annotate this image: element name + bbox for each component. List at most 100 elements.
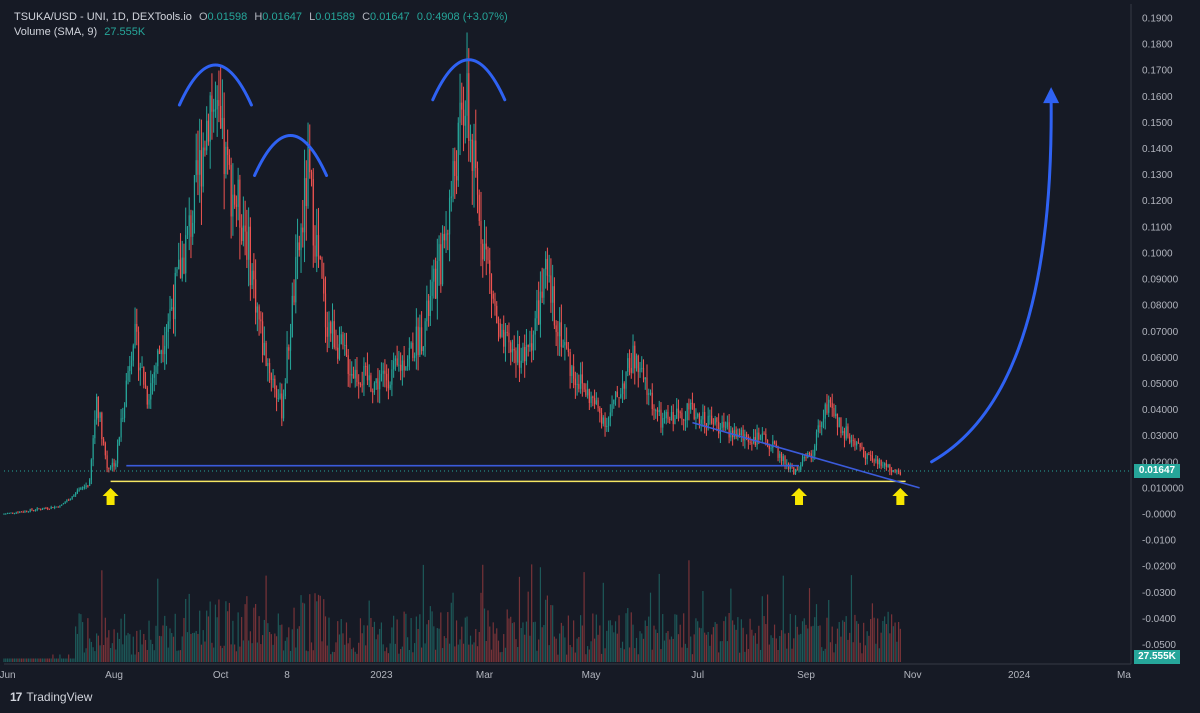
- candle-body: [193, 175, 196, 223]
- volume-bar: [786, 648, 788, 662]
- candle-body: [520, 360, 522, 368]
- candle-body: [323, 278, 325, 294]
- volume-bar: [427, 620, 430, 662]
- volume-label[interactable]: Volume (SMA, 9): [14, 26, 98, 38]
- volume-bar: [758, 625, 760, 662]
- volume-bar: [773, 624, 776, 662]
- volume-bar: [539, 567, 542, 662]
- volume-bar: [137, 652, 140, 662]
- volume-bar: [552, 605, 554, 662]
- volume-bar: [796, 626, 798, 662]
- candle-body: [328, 322, 330, 337]
- volume-bar: [831, 626, 833, 662]
- volume-bar: [805, 624, 807, 662]
- candle-body: [321, 259, 323, 279]
- candle-body: [379, 381, 381, 390]
- volume-bar: [613, 632, 615, 662]
- volume-bar: [620, 647, 622, 662]
- candle-body: [580, 374, 582, 389]
- volume-bar: [188, 593, 190, 662]
- candle-body: [316, 235, 318, 257]
- candle-body: [475, 140, 477, 169]
- candle-body: [843, 431, 846, 439]
- volume-bar: [763, 616, 765, 662]
- candle-body: [454, 161, 456, 177]
- volume-bar: [496, 628, 498, 662]
- candle-body: [814, 445, 816, 456]
- volume-bar: [794, 615, 797, 662]
- candle-body: [225, 146, 227, 175]
- candle-body: [41, 509, 44, 511]
- candle-body: [255, 279, 257, 313]
- candle-body: [424, 321, 426, 347]
- candle-body: [48, 508, 51, 510]
- volume-bar: [814, 617, 816, 662]
- volume-bar: [68, 654, 70, 662]
- candle-body: [894, 470, 896, 472]
- volume-bar: [649, 592, 652, 662]
- volume-bar: [898, 622, 900, 662]
- candle-body: [293, 295, 295, 303]
- candle-body: [845, 426, 847, 439]
- volume-bar: [421, 647, 423, 662]
- candle-body: [740, 429, 742, 435]
- volume-bar: [248, 640, 250, 662]
- volume-bar: [134, 654, 136, 662]
- volume-bar: [749, 618, 751, 662]
- candle-body: [560, 322, 562, 347]
- candle-body: [309, 146, 311, 173]
- candle-body: [695, 416, 697, 419]
- volume-bar: [562, 625, 564, 662]
- candle-body: [564, 341, 566, 346]
- volume-bar: [557, 654, 559, 662]
- volume-bar: [323, 599, 325, 662]
- low-value: 0.01589: [315, 11, 355, 23]
- volume-bar: [368, 600, 370, 662]
- volume-bar: [784, 633, 786, 662]
- candle-body: [248, 226, 250, 260]
- candle-body: [85, 485, 87, 488]
- candle-body: [803, 456, 805, 459]
- x-tick-label: 8: [284, 670, 290, 681]
- candle-body: [527, 344, 529, 347]
- candle-body: [279, 393, 281, 399]
- candle-body: [630, 367, 632, 373]
- volume-bar: [405, 613, 407, 662]
- volume-bar: [8, 658, 10, 662]
- candle-body: [223, 117, 225, 175]
- volume-bar: [604, 648, 606, 662]
- symbol-label[interactable]: TSUKA/USD - UNI, 1D, DEXTools.io: [14, 11, 192, 23]
- volume-bar: [543, 624, 545, 662]
- candle-body: [109, 467, 112, 469]
- x-tick-label: 2023: [370, 670, 393, 681]
- volume-bar: [550, 605, 552, 662]
- volume-bar: [234, 644, 236, 662]
- volume-bar: [24, 658, 26, 662]
- candle-body: [83, 487, 85, 488]
- candle-body: [394, 358, 396, 361]
- candle-body: [660, 409, 662, 428]
- candle-body: [711, 415, 713, 424]
- volume-bar: [249, 631, 251, 662]
- volume-bar: [803, 618, 805, 662]
- candle-body: [197, 160, 199, 175]
- candle-body: [450, 196, 452, 198]
- volume-bar: [277, 613, 279, 662]
- legend-volume-row: Volume (SMA, 9) 27.555K: [14, 25, 508, 40]
- volume-bar: [160, 636, 162, 662]
- volume-bar: [534, 621, 536, 662]
- x-tick-label: Nov: [904, 670, 922, 681]
- volume-bar: [36, 658, 38, 662]
- candle-body: [849, 436, 851, 443]
- candle-body: [15, 512, 17, 514]
- candle-body: [784, 456, 786, 464]
- candle-body: [728, 422, 730, 438]
- tradingview-logo[interactable]: 17 TradingView: [10, 690, 92, 704]
- candle-body: [314, 245, 316, 257]
- volume-bar: [223, 645, 225, 662]
- volume-bar: [204, 641, 206, 662]
- volume-bar: [560, 622, 562, 662]
- volume-bar: [146, 649, 148, 662]
